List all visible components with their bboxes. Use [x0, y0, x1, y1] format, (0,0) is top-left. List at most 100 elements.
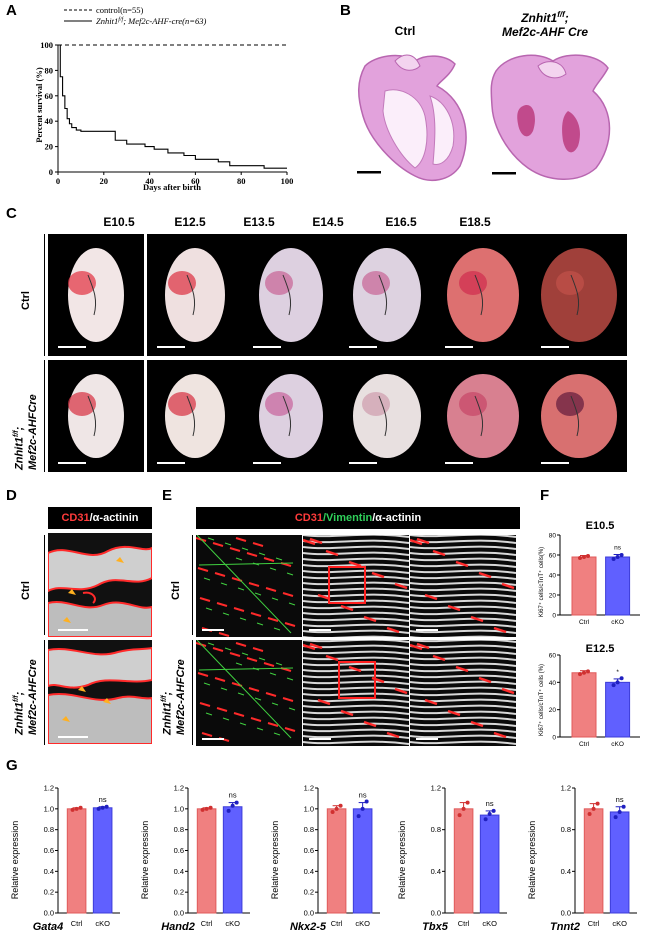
panel-label-c: C — [6, 205, 17, 222]
survival-xtick-label: 80 — [237, 176, 246, 186]
data-point — [230, 803, 235, 808]
bar-ytick-label: 0.0 — [561, 909, 571, 918]
significance-label: ns — [359, 791, 367, 800]
survival-xtick-label: 100 — [281, 176, 294, 186]
legend-mutant-label: Znhit1f/f; Mef2c-AHF-cre(n=63) — [96, 16, 206, 26]
data-point — [621, 804, 626, 809]
g-ylabel: Relative expression — [140, 821, 150, 900]
data-point — [457, 813, 462, 818]
bar-ctrl — [326, 808, 347, 914]
bar-category-label: Ctrl — [201, 919, 213, 928]
bar-ytick-label: 0 — [552, 613, 556, 620]
g-chart-tbx5: Relative expression 0.0 0.4 0.8 1.2 Ctrl cKO ns — [397, 784, 507, 928]
he-section-ctrl — [357, 54, 467, 182]
c-row-divider-2 — [44, 360, 45, 472]
bar-ytick-label: 20 — [549, 707, 557, 714]
panel-label-a: A — [6, 2, 17, 19]
data-point — [338, 803, 343, 808]
e-header: CD31/Vimentin/α-actinin — [196, 507, 520, 529]
survival-xtick-label: 20 — [100, 176, 109, 186]
data-point — [74, 806, 79, 811]
survival-ylabel: Percent survival (%) — [34, 67, 44, 143]
data-point — [78, 805, 83, 810]
data-point — [613, 815, 618, 820]
data-point — [578, 556, 582, 560]
bar-ytick-label: 20 — [549, 593, 557, 600]
bar-ytick-label: 0.0 — [174, 909, 184, 918]
data-point — [483, 817, 488, 822]
bar-ytick-label: 0.8 — [174, 825, 184, 834]
panel-label-e: E — [162, 487, 173, 504]
bar-ytick-label: 0.4 — [174, 867, 184, 876]
significance-label: ns — [616, 795, 624, 804]
data-point — [615, 680, 620, 685]
data-point — [491, 808, 496, 813]
survival-ytick-label: 60 — [45, 91, 54, 101]
c-stage-e18-5: E18.5 — [459, 215, 491, 229]
bar-ytick-label: 0.2 — [304, 888, 314, 897]
bar-cko — [222, 806, 243, 914]
bar-ytick-label: 0.0 — [44, 909, 54, 918]
e-row-divider-2 — [192, 640, 193, 745]
bar-ytick-label: 1.2 — [174, 784, 184, 793]
data-point — [208, 805, 213, 810]
c-heart-ctrl-0 — [48, 234, 144, 356]
bar-category-label: Ctrl — [588, 919, 600, 928]
bar-ytick-label: 0.8 — [44, 825, 54, 834]
bar-category-label: cKO — [612, 919, 627, 928]
c-stage-e13-5: E13.5 — [243, 215, 275, 229]
bar-ytick-label: 1.2 — [304, 784, 314, 793]
f-ylabel-e125: Ki67⁺ cells/cTnT⁺ cells (%) — [538, 664, 545, 736]
g-gene-label-hand2: Hand2 — [161, 921, 195, 933]
data-point — [234, 800, 239, 805]
survival-xtick-label: 0 — [56, 176, 60, 186]
g-gene-label-tnnt2: Tnnt2 — [550, 921, 580, 933]
legend-control-label: control(n=55) — [96, 5, 143, 15]
survival-xtick-label: 60 — [191, 176, 200, 186]
survival-xlabel: Days after birth — [143, 182, 201, 192]
significance-label: ns — [486, 799, 494, 808]
bar-ctrl — [583, 808, 604, 914]
c-stage-e10-5: E10.5 — [103, 215, 135, 229]
g-ylabel: Relative expression — [397, 821, 407, 900]
bar-ytick-label: 0.4 — [304, 867, 314, 876]
panel-label-f: F — [540, 487, 550, 504]
data-point — [334, 806, 339, 811]
f-title-e125: E12.5 — [586, 643, 615, 655]
bar-ctrl — [453, 808, 474, 914]
data-point — [465, 800, 470, 805]
bar-cko — [479, 814, 500, 914]
bar-ctrl — [196, 808, 217, 914]
panel-label-g: G — [6, 757, 18, 774]
c-row-mutant-label: Znhit1f/f; Mef2c-AHFCre — [13, 394, 39, 470]
bar-ytick-label: 0.2 — [174, 888, 184, 897]
bar-ytick-label: 80 — [549, 533, 557, 540]
g-gene-label-tbx5: Tbx5 — [422, 921, 448, 933]
survival-ytick-label: 20 — [45, 142, 54, 152]
survival-line-mutant — [58, 44, 287, 169]
bar-ytick-label: 0.0 — [431, 909, 441, 918]
e-image-ctrl-1 — [303, 535, 409, 637]
bar-ytick-label: 0.8 — [304, 825, 314, 834]
data-point — [100, 805, 105, 810]
g-gene-label-nkx2-5: Nkx2-5 — [289, 921, 327, 933]
c-heart-mutant-5 — [531, 360, 627, 472]
c-heart-mutant-2 — [243, 360, 339, 472]
data-point — [619, 553, 624, 557]
bar-category-label: Ctrl — [458, 919, 470, 928]
e-image-ctrl-0 — [196, 535, 302, 637]
bar-ytick-label: 0.6 — [44, 846, 54, 855]
data-point — [578, 672, 582, 677]
g-chart-nkx2-5: Relative expression 0.0 0.2 0.4 0.6 0.8 1.0 1.2… — [270, 784, 380, 928]
data-point — [587, 812, 592, 817]
bar-ytick-label: 0.4 — [431, 867, 441, 876]
data-point — [204, 806, 209, 811]
bar-ytick-label: 1.0 — [174, 804, 184, 813]
b-ctrl-title: Ctrl — [394, 24, 416, 38]
he-section-mutant — [490, 54, 611, 180]
data-point — [487, 812, 492, 817]
bar-ytick-label: 0.8 — [561, 825, 571, 834]
b-mutant-title: Znhit1f/f; Mef2c-AHF Cre — [501, 10, 588, 39]
data-point — [582, 670, 586, 675]
bar-category-label: cKO — [482, 919, 497, 928]
